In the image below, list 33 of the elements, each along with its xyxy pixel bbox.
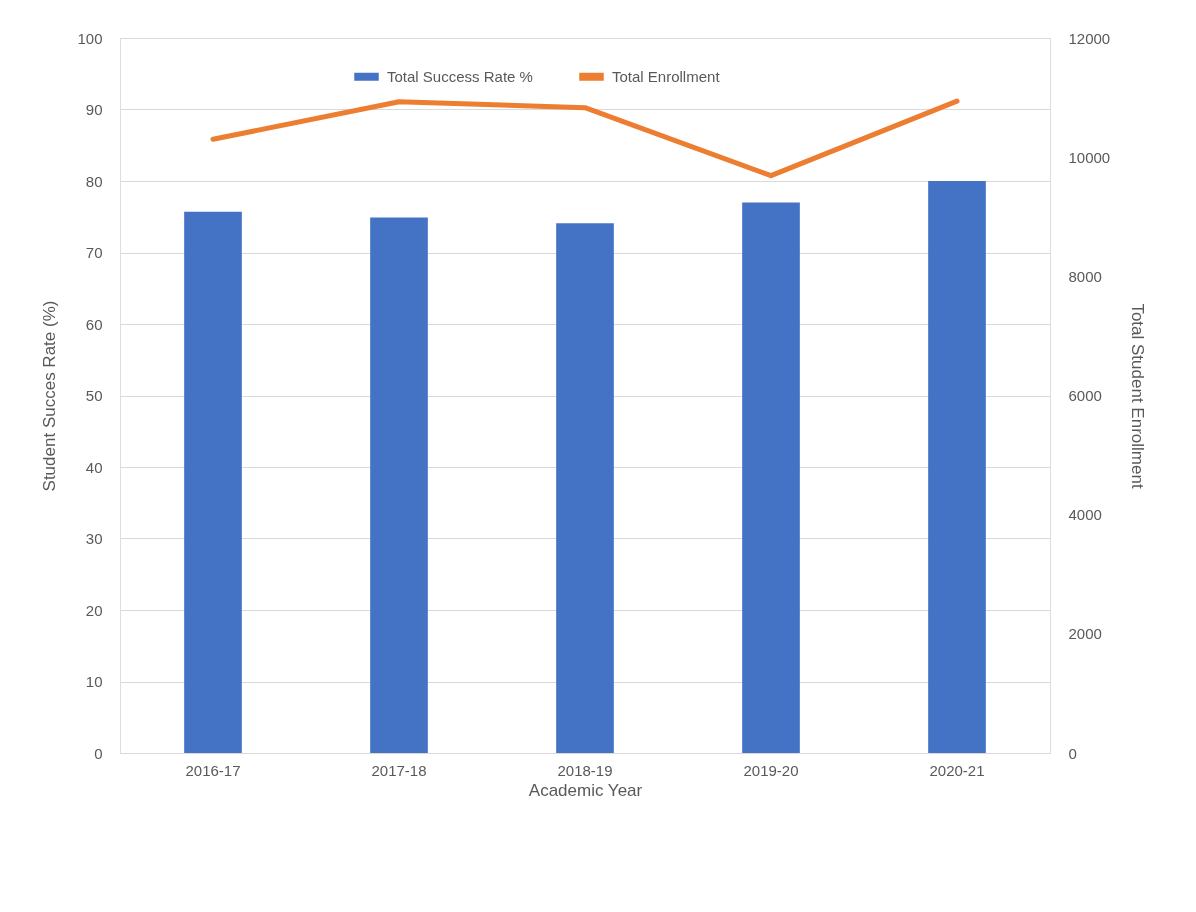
- y-tick-label: 20: [85, 601, 103, 619]
- bar: [184, 211, 242, 753]
- x-tick-label: 2020-21: [929, 761, 985, 779]
- x-axis-title: Academic Year: [528, 780, 643, 800]
- y-tick-label: 90: [85, 101, 103, 118]
- y-tick-label: 60: [85, 315, 103, 333]
- y2-tick-label: 2000: [1068, 625, 1102, 643]
- y-tick-label: 0: [94, 744, 103, 762]
- y2-tick-label: 10000: [1068, 148, 1111, 166]
- legend-label: Total Success Rate %: [387, 67, 533, 85]
- y-tick-label: 40: [85, 458, 103, 476]
- y2-tick-label: 8000: [1068, 267, 1102, 285]
- y2-axis-title: Total Student Enrollment: [1128, 303, 1148, 489]
- x-tick-label: 2018-19: [557, 761, 613, 779]
- legend-label: Total Enrollment: [612, 67, 721, 85]
- y-tick-label: 100: [77, 29, 103, 47]
- bar: [370, 217, 428, 753]
- y2-tick-label: 12000: [1068, 29, 1111, 47]
- y-tick-label: 10: [85, 673, 103, 690]
- y2-tick-label: 0: [1068, 744, 1077, 762]
- y-tick-label: 30: [85, 530, 103, 547]
- x-tick-label: 2019-20: [743, 761, 799, 779]
- y-axis-title: Student Succes Rate (%): [40, 300, 60, 492]
- bar: [928, 181, 986, 753]
- x-tick-label: 2016-17: [185, 761, 241, 779]
- bar: [556, 223, 614, 753]
- y-tick-label: 50: [85, 387, 103, 404]
- y2-tick-label: 4000: [1068, 506, 1102, 524]
- y-tick-label: 80: [85, 172, 103, 190]
- y2-tick-label: 6000: [1068, 387, 1102, 404]
- x-tick-label: 2017-18: [371, 761, 427, 779]
- bar: [742, 202, 800, 753]
- y-tick-label: 70: [85, 244, 103, 261]
